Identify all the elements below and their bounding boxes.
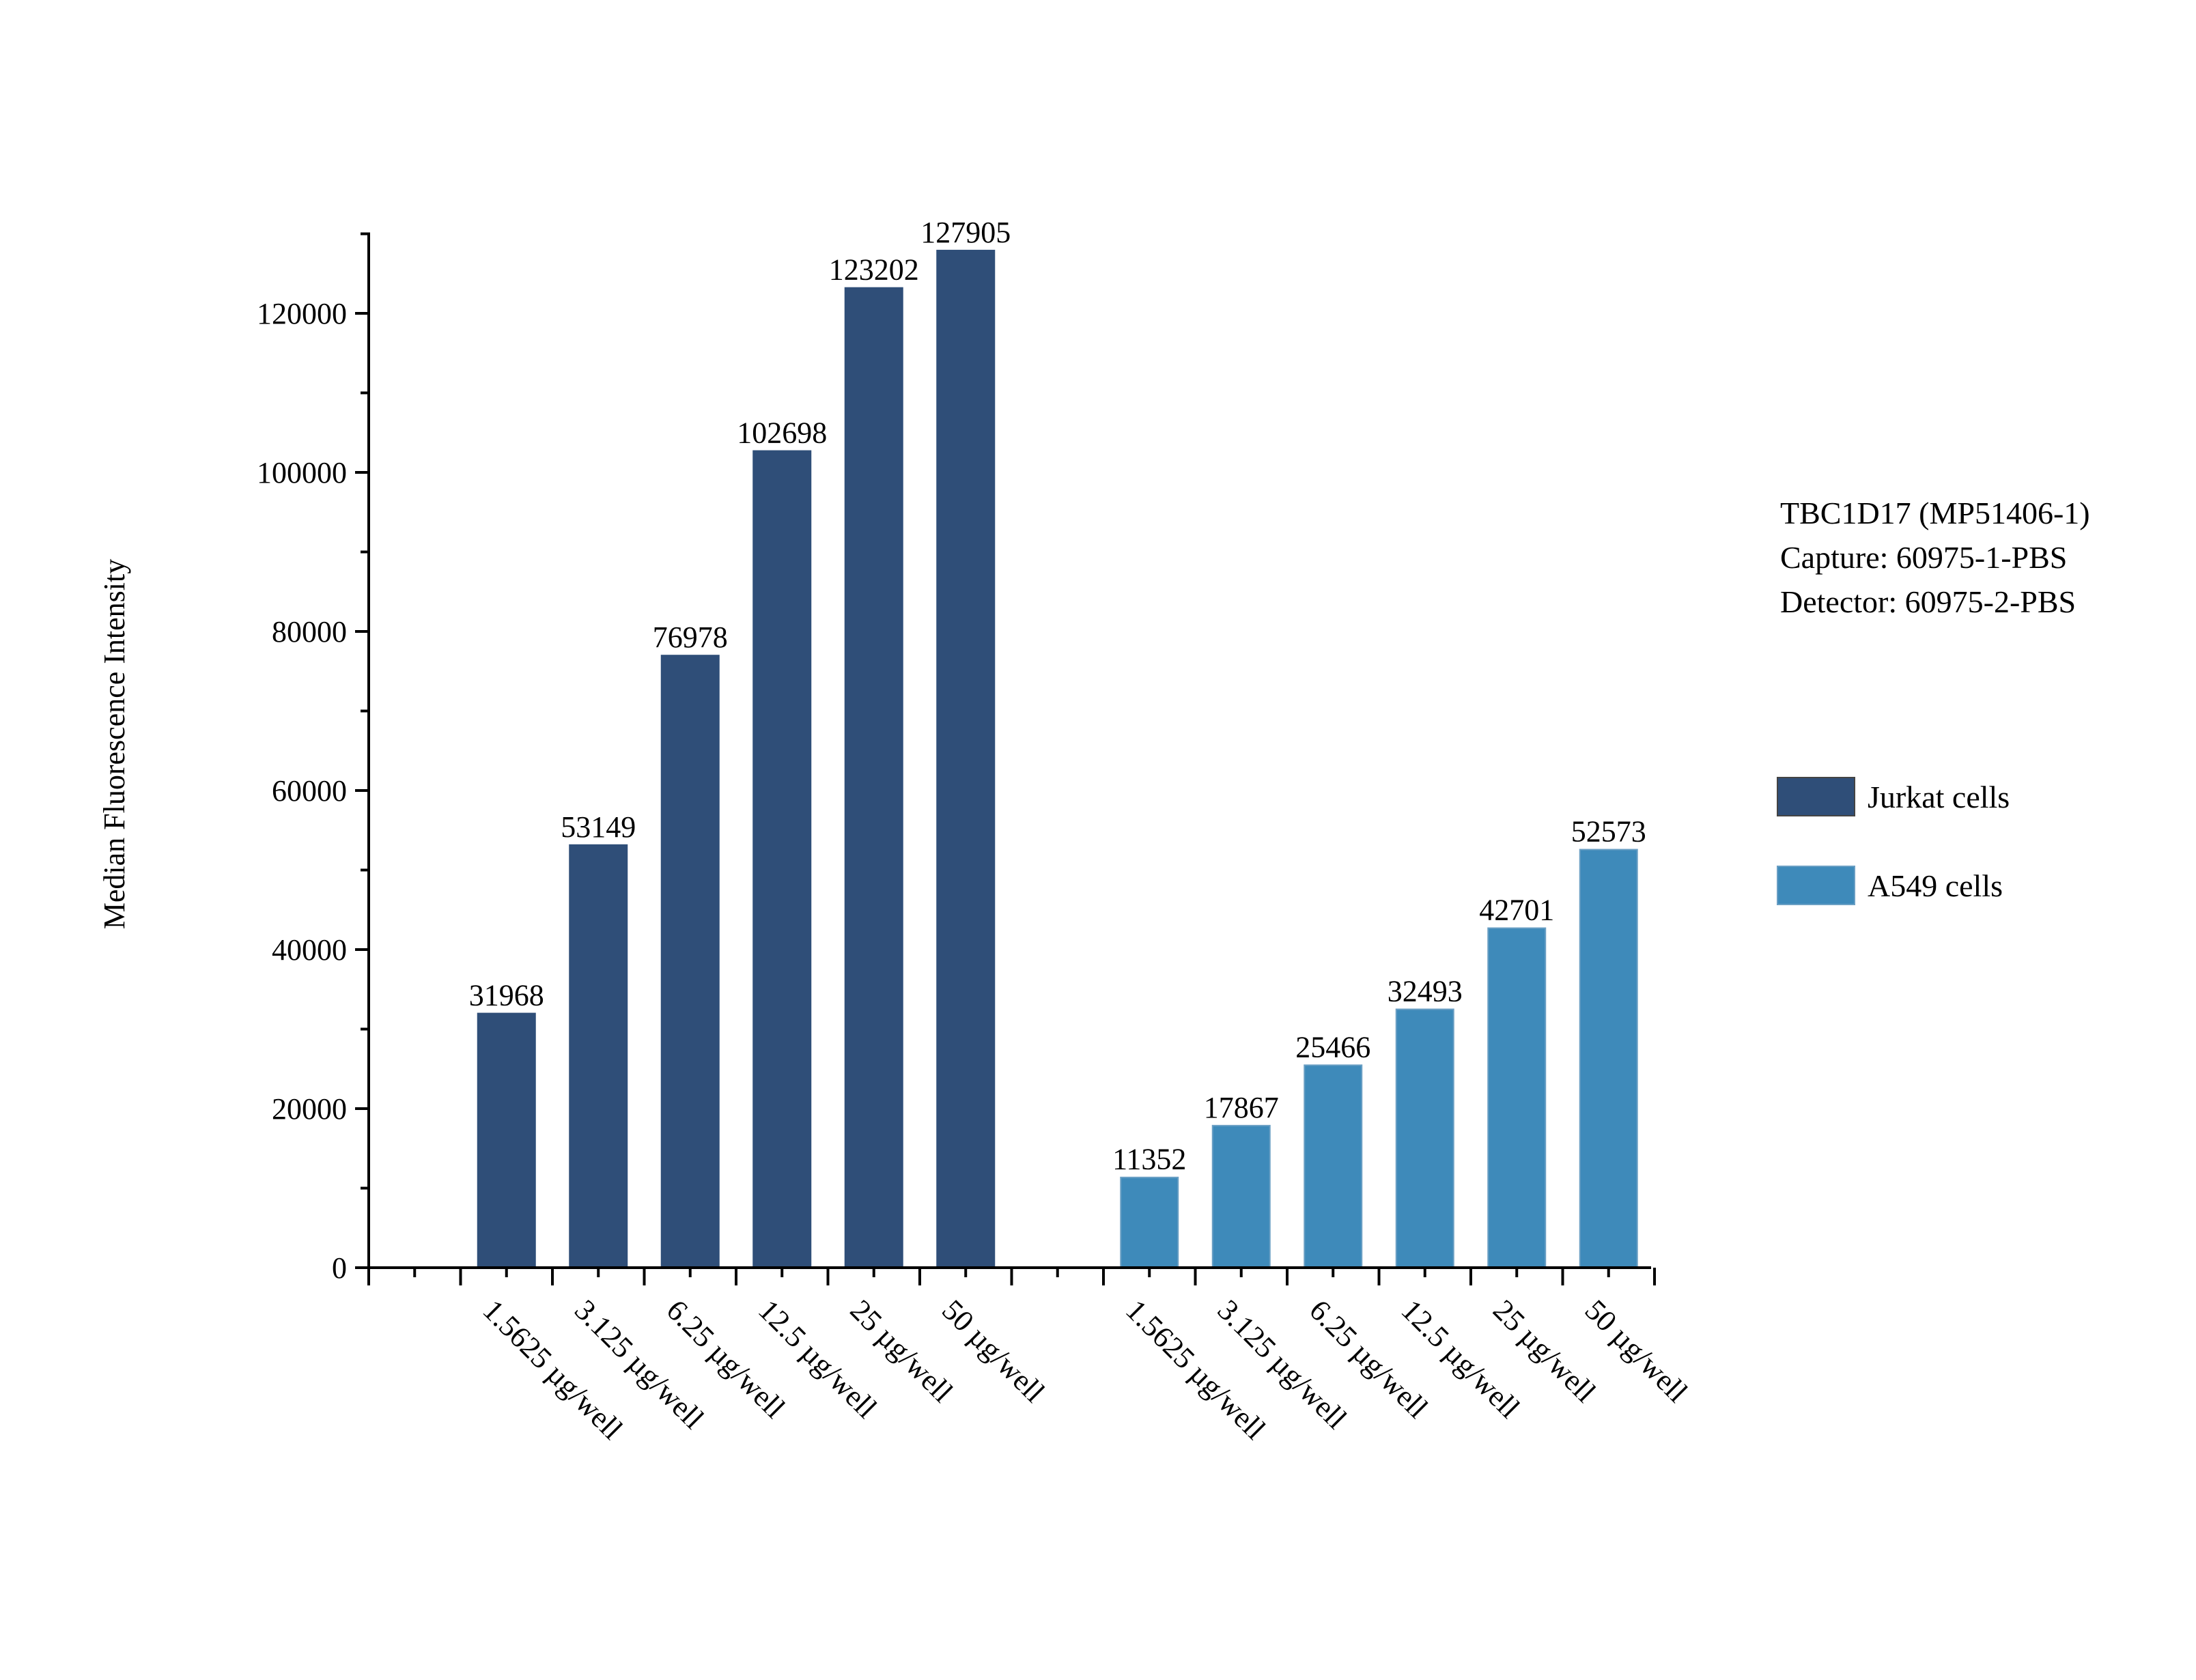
legend-label-jurkat: Jurkat cells — [1868, 780, 2010, 814]
axes-layer — [367, 232, 1651, 1269]
bar — [752, 450, 812, 1268]
y-ticks: 0 20000 40000 60000 80000 100000 120000 — [257, 232, 369, 1285]
bar-value-label: 127905 — [920, 216, 1011, 249]
bar-value-label: 76978 — [653, 621, 728, 654]
bar — [1211, 1124, 1271, 1269]
bar — [936, 249, 996, 1268]
bar — [477, 1012, 536, 1268]
bar-value-label: 17867 — [1204, 1091, 1279, 1124]
y-tick-label: 100000 — [257, 456, 347, 489]
bar — [660, 655, 720, 1268]
legend-label-a549: A549 cells — [1868, 868, 2003, 903]
chart-info-block: TBC1D17 (MP51406-1) Capture: 60975-1-PBS… — [1780, 496, 2090, 619]
bar — [1487, 927, 1547, 1268]
y-tick-label: 20000 — [272, 1092, 347, 1126]
bar-value-label: 123202 — [829, 253, 919, 287]
info-line-detector: Detector: 60975-2-PBS — [1780, 584, 2076, 619]
bars-layer — [477, 249, 1638, 1269]
bar — [1120, 1176, 1179, 1268]
bar — [569, 844, 628, 1269]
y-tick-label: 40000 — [272, 933, 347, 967]
info-line-target: TBC1D17 (MP51406-1) — [1780, 496, 2090, 530]
bar-value-label: 25466 — [1295, 1030, 1370, 1064]
bar-value-label: 102698 — [737, 416, 827, 450]
legend: Jurkat cells A549 cells — [1777, 777, 2010, 905]
legend-swatch-a549 — [1777, 866, 1855, 905]
y-tick-label: 0 — [332, 1251, 347, 1285]
bar — [1304, 1064, 1363, 1268]
bar-value-label: 53149 — [561, 810, 636, 844]
bar-value-label: 32493 — [1388, 974, 1463, 1008]
bar — [844, 287, 903, 1269]
bar — [1579, 849, 1638, 1268]
legend-swatch-jurkat — [1777, 777, 1855, 816]
bar-value-label: 11352 — [1112, 1143, 1186, 1176]
y-tick-label: 60000 — [272, 774, 347, 808]
y-axis-label: Median Fluorescence Intensity — [98, 559, 131, 930]
bar-value-label: 31968 — [469, 979, 544, 1012]
bar — [1395, 1008, 1454, 1268]
bar-value-label: 42701 — [1479, 894, 1554, 927]
bar-value-label: 52573 — [1571, 815, 1646, 849]
y-tick-label: 80000 — [272, 615, 347, 649]
y-tick-label: 120000 — [257, 297, 347, 330]
info-line-capture: Capture: 60975-1-PBS — [1780, 540, 2067, 575]
